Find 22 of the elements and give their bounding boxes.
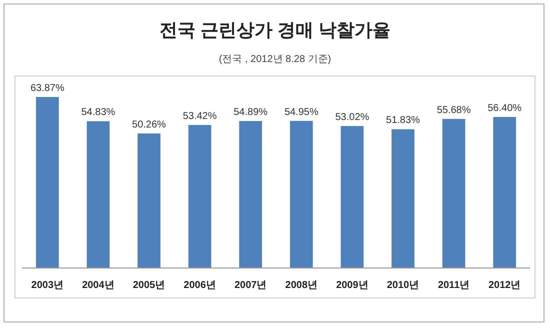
x-tick-label: 2008년 xyxy=(285,280,318,291)
x-tick-label: 2011년 xyxy=(438,280,470,291)
x-tick-label: 2007년 xyxy=(234,280,267,291)
chart-subtitle: (전국 , 2012년 8.28 기준) xyxy=(218,54,332,65)
x-tick-label: 2003년 xyxy=(31,280,64,291)
x-tick-label: 2006년 xyxy=(184,280,216,291)
data-label: 54.95% xyxy=(284,106,318,118)
x-tick-label: 2005년 xyxy=(132,280,166,291)
data-label: 55.68% xyxy=(436,104,471,116)
data-label: 50.26% xyxy=(132,119,166,130)
data-label: 54.83% xyxy=(81,107,116,118)
x-tick-label: 2009년 xyxy=(336,280,368,291)
chart-title: 전국 근린상가 경매 낙찰가율 xyxy=(159,20,391,40)
x-tick-label: 2010년 xyxy=(386,280,420,291)
x-tick-label: 2012년 xyxy=(488,280,521,291)
x-tick-label: 2004년 xyxy=(82,280,114,291)
data-label: 54.89% xyxy=(234,107,268,118)
data-label: 63.87% xyxy=(30,83,64,94)
data-label: 53.42% xyxy=(182,110,217,122)
data-label: 51.83% xyxy=(386,115,420,126)
data-label: 53.02% xyxy=(335,112,370,124)
data-label: 56.40% xyxy=(488,103,522,114)
